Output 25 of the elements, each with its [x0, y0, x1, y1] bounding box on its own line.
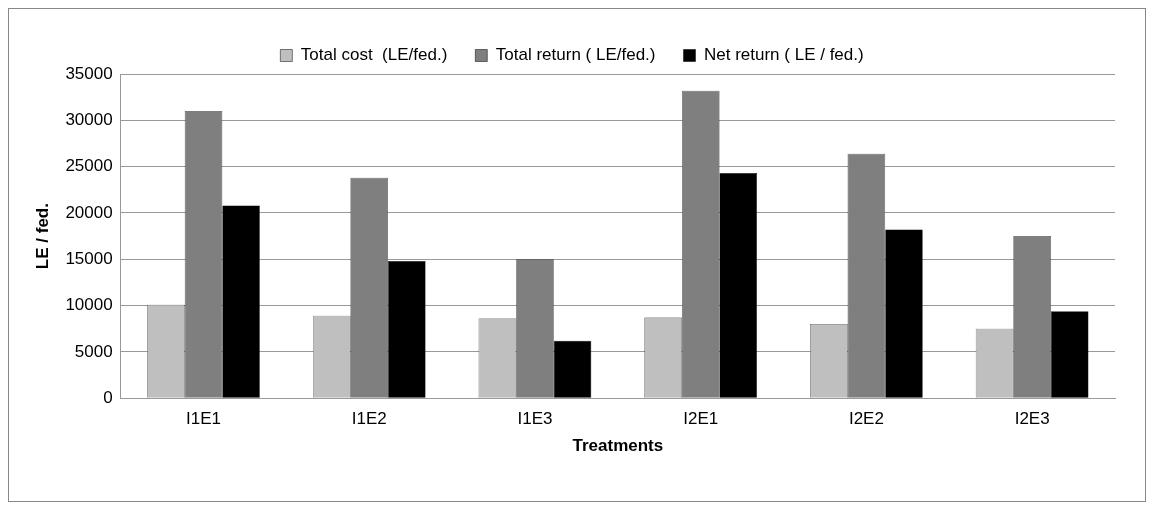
y-tick-label: 35000 [65, 63, 113, 83]
y-tick-label: 20000 [65, 202, 113, 222]
legend-label: Net return ( LE / fed.) [703, 45, 864, 65]
legend-label: Total return ( LE/fed.) [495, 45, 656, 65]
y-tick-label: 15000 [65, 248, 113, 268]
bar [885, 229, 923, 398]
x-tick-label: I1E3 [517, 409, 553, 429]
y-axis-title: LE / fed. [32, 203, 52, 270]
y-tick-label: 25000 [65, 156, 113, 176]
legend-label: Total cost (LE/fed.) [300, 45, 448, 65]
x-tick-label: I1E1 [186, 409, 222, 429]
bar [553, 340, 592, 398]
x-axis-title: Treatments [572, 436, 664, 456]
x-tick-label: I2E1 [683, 409, 719, 429]
y-tick-label: 10000 [65, 295, 113, 315]
x-tick-label: I2E3 [1014, 409, 1050, 429]
bar [719, 173, 758, 398]
y-tick-label: 0 [103, 387, 113, 407]
bar [388, 261, 426, 398]
x-tick-label: I1E2 [351, 409, 387, 429]
y-tick-label: 5000 [74, 341, 113, 361]
bar [222, 205, 260, 398]
bar [1050, 311, 1089, 398]
x-tick-label: I2E2 [848, 409, 884, 429]
y-tick-label: 30000 [65, 110, 113, 129]
